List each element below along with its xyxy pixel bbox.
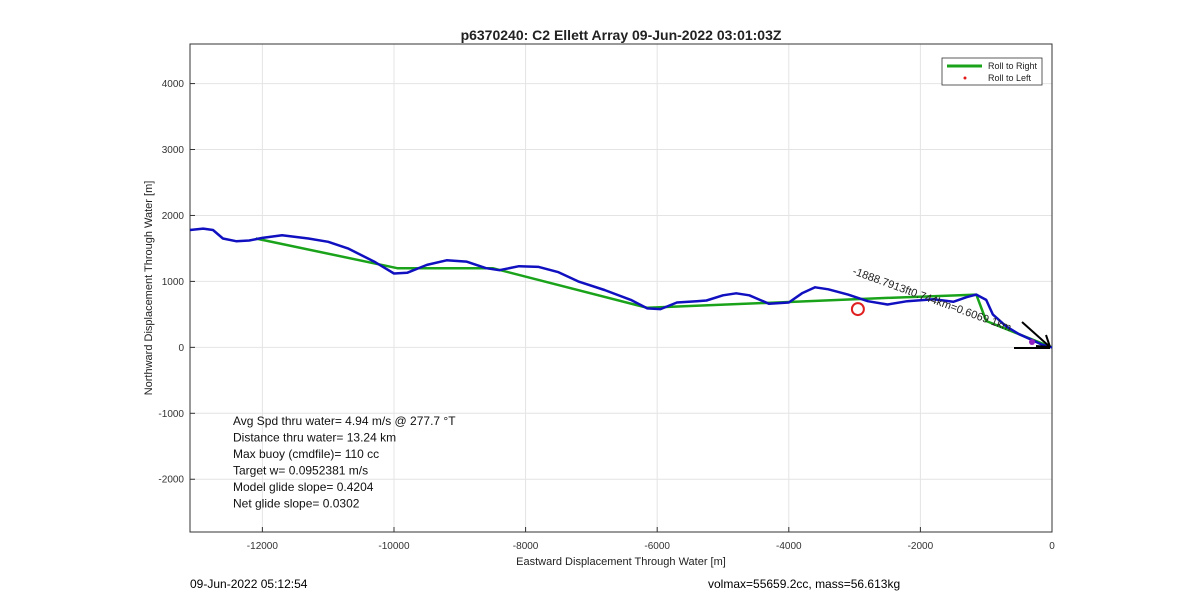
legend-label-roll-right: Roll to Right — [988, 61, 1038, 71]
x-axis-label: Eastward Displacement Through Water [m] — [516, 556, 726, 568]
stats-block: Avg Spd thru water= 4.94 m/s @ 277.7 °T D… — [233, 414, 456, 511]
legend-label-roll-left: Roll to Left — [988, 73, 1032, 83]
y-tick-label: 0 — [178, 343, 184, 354]
x-tick-label: 0 — [1049, 541, 1055, 552]
y-tick-label: 3000 — [162, 145, 185, 156]
x-tick-label: -12000 — [247, 541, 279, 552]
chart-title: p6370240: C2 Ellett Array 09-Jun-2022 03… — [461, 27, 782, 43]
series-line-track — [189, 227, 1053, 349]
x-tick-label: -2000 — [908, 541, 934, 552]
series-layer — [189, 227, 1053, 349]
footer-volmax-mass: volmax=55659.2cc, mass=56.613kg — [708, 577, 901, 591]
footer-timestamp: 09-Jun-2022 05:12:54 — [190, 577, 308, 591]
y-tick-label: -2000 — [158, 475, 184, 486]
plot-frame — [189, 43, 1053, 533]
stats-line: Net glide slope= 0.0302 — [233, 497, 360, 511]
legend: Roll to Right Roll to Left — [941, 57, 1043, 86]
x-tick-label: -10000 — [378, 541, 410, 552]
arrow-label: -1888.7913ft0.744km=0.6069 1km — [851, 266, 1013, 335]
y-axis: -2000 -1000 0 1000 2000 3000 4000 — [158, 79, 195, 486]
legend-dot-roll-left — [963, 76, 967, 80]
stats-line: Avg Spd thru water= 4.94 m/s @ 277.7 °T — [233, 414, 456, 428]
y-tick-label: 1000 — [162, 277, 185, 288]
stats-line: Model glide slope= 0.4204 — [233, 480, 374, 494]
grid — [190, 44, 1053, 532]
x-tick-label: -4000 — [776, 541, 802, 552]
y-tick-label: -1000 — [158, 409, 184, 420]
y-axis-label: Northward Displacement Through Water [m] — [143, 181, 155, 396]
x-axis: -12000 -10000 -8000 -6000 -4000 -2000 0 — [247, 527, 1055, 552]
x-tick-label: -6000 — [644, 541, 670, 552]
x-tick-label: -8000 — [513, 541, 539, 552]
red-circle-marker — [850, 302, 865, 317]
stats-line: Target w= 0.0952381 m/s — [233, 464, 368, 478]
end-marker — [1029, 339, 1035, 345]
y-tick-label: 2000 — [162, 211, 185, 222]
stats-line: Max buoy (cmdfile)= 110 cc — [233, 447, 379, 461]
arrow-icon — [1014, 321, 1051, 349]
stats-line: Distance thru water= 13.24 km — [233, 431, 396, 445]
legend-box — [941, 57, 1043, 86]
y-tick-label: 4000 — [162, 79, 185, 90]
